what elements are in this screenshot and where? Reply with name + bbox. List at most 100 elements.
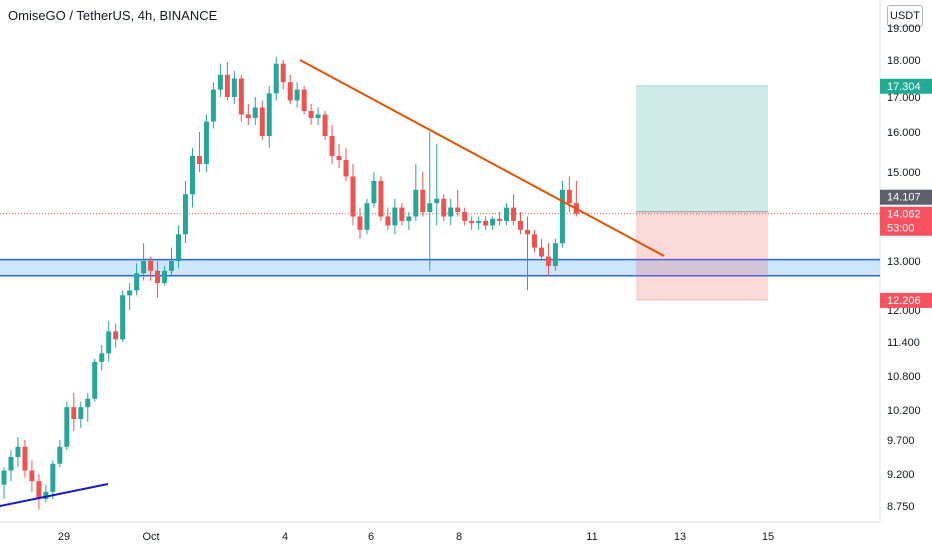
candle-body: [162, 270, 168, 284]
x-tick-label: 15: [762, 531, 774, 543]
candle-body: [182, 194, 188, 235]
candle-body: [378, 180, 384, 217]
candle-body: [36, 481, 42, 499]
candle-body: [22, 446, 28, 471]
candle-body: [50, 463, 56, 492]
y-tick-label: 12.000: [887, 305, 921, 317]
candle-body: [531, 234, 537, 248]
candle-body: [15, 446, 21, 457]
candle-body: [525, 229, 530, 235]
descending-trendline: [299, 59, 665, 257]
candle-body: [106, 331, 112, 354]
candle-body: [315, 114, 321, 118]
candle-body: [203, 121, 209, 164]
x-tick-label: 6: [368, 531, 374, 543]
candle-body: [134, 273, 140, 291]
currency-button[interactable]: USDT: [887, 5, 923, 27]
candle-body: [336, 156, 342, 160]
candle-body: [483, 220, 489, 226]
candle-body: [322, 114, 328, 136]
price-tag-label: 14.062: [887, 209, 921, 221]
y-tick-label: 17.000: [887, 92, 921, 104]
candle-body: [287, 82, 293, 101]
price-tag-bg: [880, 189, 932, 205]
candle-body: [301, 89, 307, 111]
support-zone: [0, 259, 880, 276]
candle-body: [350, 176, 356, 217]
candle-body: [462, 212, 468, 221]
candle-body: [196, 156, 202, 164]
x-tick-label: 29: [58, 531, 70, 543]
price-tag-bg: [880, 220, 932, 236]
candle-body: [385, 216, 391, 226]
candle-body: [559, 189, 565, 244]
candle-body: [99, 353, 105, 362]
candle-body: [71, 407, 77, 419]
candle-body: [497, 218, 503, 221]
y-tick-label: 16.000: [887, 127, 921, 139]
candle-body: [43, 491, 49, 499]
price-tag-label: 53:00: [887, 223, 915, 235]
candle-body: [476, 220, 482, 224]
candle-body: [259, 107, 265, 136]
candle-body: [566, 189, 572, 204]
price-tag-label: 14.107: [887, 192, 921, 204]
candle-body: [1, 470, 7, 485]
candle-body: [294, 89, 300, 101]
y-tick-label: 10.200: [887, 405, 921, 417]
candle-body: [343, 160, 349, 177]
y-tick-label: 15.000: [887, 167, 921, 179]
candle-body: [224, 74, 230, 97]
x-tick-label: 4: [282, 531, 288, 543]
candle-body: [413, 189, 419, 217]
candle-body: [329, 136, 335, 156]
candle-body: [538, 247, 544, 257]
candle-body: [392, 207, 398, 226]
chart-title: OmiseGO / TetherUS, 4h, BINANCE: [8, 8, 218, 23]
candle-body: [141, 261, 147, 274]
position-target-zone: [636, 85, 768, 212]
candle-body: [78, 407, 84, 419]
candle-body: [148, 261, 154, 271]
candle-body: [511, 207, 517, 221]
candle-body: [8, 457, 14, 471]
y-tick-label: 13.000: [887, 256, 921, 268]
candle-body: [371, 180, 377, 204]
candle-body: [545, 256, 551, 266]
price-tag-bg: [880, 78, 932, 94]
candle-body: [504, 207, 510, 221]
candle-body: [92, 361, 98, 399]
y-tick-label: 8.750: [887, 501, 915, 513]
candle-body: [85, 398, 91, 408]
candle-body: [266, 93, 272, 136]
candle-body: [120, 295, 126, 340]
candle-body: [406, 216, 412, 221]
candle-body: [189, 156, 195, 195]
y-tick-label: 9.200: [887, 469, 915, 481]
y-tick-label: 11.400: [887, 337, 920, 349]
candle-body: [364, 203, 370, 230]
candle-body: [231, 78, 237, 97]
ascending-trendline: [0, 483, 109, 507]
candle-body: [280, 63, 286, 83]
candle-body: [155, 270, 161, 284]
candle-body: [455, 207, 461, 213]
price-tag-bg: [880, 206, 932, 222]
candle-body: [357, 216, 363, 230]
candle-body: [127, 290, 133, 296]
candle-body: [29, 470, 35, 482]
price-tag-bg: [880, 292, 932, 308]
candle-body: [210, 89, 216, 122]
candle-body: [427, 203, 433, 213]
x-tick-label: 13: [674, 531, 686, 543]
x-tick-label: 8: [456, 531, 462, 543]
candle-body: [113, 331, 119, 340]
candle-body: [448, 207, 454, 217]
x-tick-label: Oct: [142, 531, 159, 543]
y-tick-label: 9.700: [887, 435, 915, 447]
candle-body: [552, 243, 558, 266]
candle-body: [518, 220, 524, 230]
candle-body: [434, 198, 440, 204]
